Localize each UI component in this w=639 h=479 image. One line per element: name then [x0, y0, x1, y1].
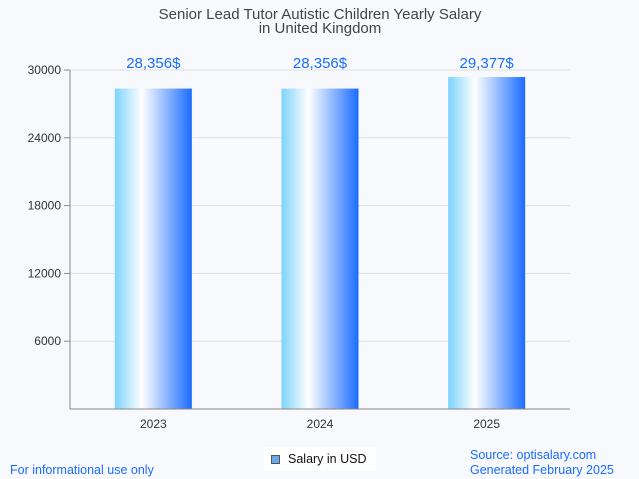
- y-tick-label: 24000: [28, 131, 62, 145]
- bar-chart: Senior Lead Tutor Autistic Children Year…: [28, 6, 570, 431]
- y-tick-label: 6000: [34, 334, 61, 348]
- bar-2025[interactable]: [448, 77, 526, 409]
- legend-label: Salary in USD: [288, 452, 367, 466]
- legend-swatch-icon: [271, 454, 280, 464]
- generated-date: Generated February 2025: [470, 463, 614, 477]
- chart-subtitle: in United Kingdom: [259, 20, 382, 37]
- bar-2023[interactable]: [114, 88, 192, 409]
- data-label: 29,377$: [460, 55, 515, 72]
- y-tick-label: 12000: [28, 266, 62, 280]
- disclaimer: For informational use only: [10, 463, 154, 477]
- x-tick-label: 2024: [307, 417, 334, 431]
- x-tick-label: 2025: [473, 417, 500, 431]
- data-label: 28,356$: [293, 55, 348, 72]
- y-tick-label: 30000: [28, 63, 62, 77]
- legend[interactable]: Salary in USD: [264, 447, 376, 471]
- data-label: 28,356$: [126, 55, 181, 72]
- chart-title: Senior Lead Tutor Autistic Children Year…: [159, 6, 482, 23]
- y-tick-label: 18000: [28, 199, 62, 213]
- x-tick-label: 2023: [140, 417, 167, 431]
- bar-2024[interactable]: [281, 88, 359, 409]
- source-link[interactable]: Source: optisalary.com: [470, 448, 597, 462]
